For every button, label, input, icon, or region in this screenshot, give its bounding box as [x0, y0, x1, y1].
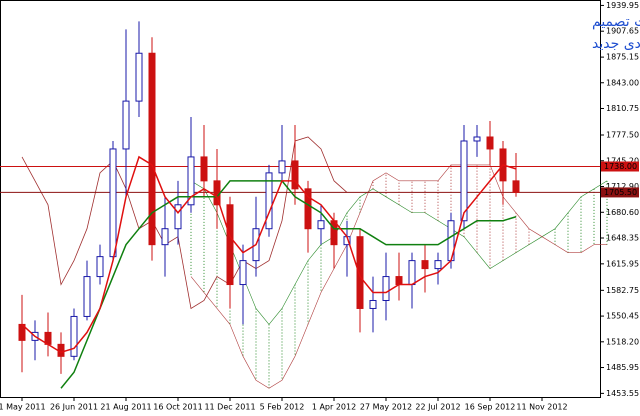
- x-tick-label: 5 Feb 2012: [260, 403, 305, 412]
- title-line: پیش بینی روند افزایشی بها در صورت تصمیم: [592, 14, 640, 30]
- y-tick-label: 1453.55: [606, 389, 639, 398]
- x-tick-label: 1 May 2011: [0, 403, 46, 412]
- candle-body: [135, 52, 143, 102]
- y-tick-label: 1810.75: [606, 104, 639, 113]
- candle-body: [278, 160, 286, 174]
- x-tick-label: 11 Nov 2012: [516, 403, 567, 412]
- y-tick-label: 1907.65: [606, 27, 639, 36]
- candle-body: [473, 136, 481, 142]
- y-tick-label: 1582.75: [606, 286, 639, 295]
- candle-body: [317, 220, 325, 230]
- y-tick-label: 1777.50: [606, 130, 639, 139]
- kijun-line: [60, 180, 517, 389]
- x-tick-label: 27 May 2012: [360, 403, 412, 412]
- price-box: [601, 161, 639, 172]
- y-tick-label: 1939.95: [606, 1, 639, 10]
- candle-body: [421, 260, 429, 270]
- candle-body: [161, 228, 169, 246]
- candle-body: [109, 148, 117, 258]
- candle-body: [512, 180, 520, 193]
- candle-body: [200, 156, 208, 182]
- candle-body: [122, 100, 130, 150]
- x-tick-label: 21 Aug 2011: [100, 403, 151, 412]
- candle-body: [265, 172, 273, 230]
- y-tick-label: 1843.00: [606, 78, 639, 87]
- candle-body: [187, 156, 195, 206]
- candle-body: [434, 260, 442, 270]
- candle-body: [486, 136, 494, 150]
- x-tick-label: 16 Oct 2011: [153, 403, 202, 412]
- y-tick-label: 1648.35: [606, 234, 639, 243]
- candle-body: [304, 188, 312, 230]
- y-tick-label: 1875.15: [606, 53, 639, 62]
- candle-body: [460, 140, 468, 222]
- candle-body: [239, 260, 247, 286]
- x-tick-label: 11 Dec 2011: [204, 403, 255, 412]
- candle-body: [96, 256, 104, 278]
- candle-body: [83, 276, 91, 317]
- candle-body: [408, 260, 416, 286]
- x-tick-label: 22 Jul 2012: [415, 403, 460, 412]
- candle-body: [291, 160, 299, 190]
- x-tick-label: 1 Apr 2012: [312, 403, 356, 412]
- candle-body: [148, 52, 156, 246]
- span-a-line: [190, 180, 608, 325]
- candle-body: [70, 315, 78, 357]
- span-b-line: [190, 164, 607, 389]
- x-tick-label: 26 Jun 2011: [50, 403, 98, 412]
- y-tick-label: 1615.95: [606, 259, 639, 268]
- price-box: [601, 187, 639, 198]
- candle-body: [395, 276, 403, 286]
- plot-frame: [0, 0, 601, 398]
- candle-body: [356, 236, 364, 309]
- y-tick-label: 1550.45: [606, 312, 639, 321]
- y-tick-label: 1745.20: [606, 156, 639, 165]
- title-line: فدرال رزرو به اتخاذ بسته محرک اقتصادی جد…: [592, 36, 640, 52]
- y-tick-label: 1712.90: [606, 182, 639, 191]
- price-label: 1738.00: [604, 162, 637, 171]
- y-tick-label: 1485.95: [606, 363, 639, 372]
- candle-body: [174, 204, 182, 230]
- candle-body: [226, 204, 234, 286]
- tenkan-line: [21, 155, 517, 354]
- candle-body: [382, 276, 390, 301]
- candle-body: [369, 299, 377, 309]
- chikou-line: [21, 136, 348, 310]
- x-tick-label: 16 Sep 2012: [465, 403, 516, 412]
- y-tick-label: 1518.20: [606, 337, 639, 346]
- price-label: 1705.50: [604, 188, 637, 197]
- y-tick-label: 1680.60: [606, 208, 639, 217]
